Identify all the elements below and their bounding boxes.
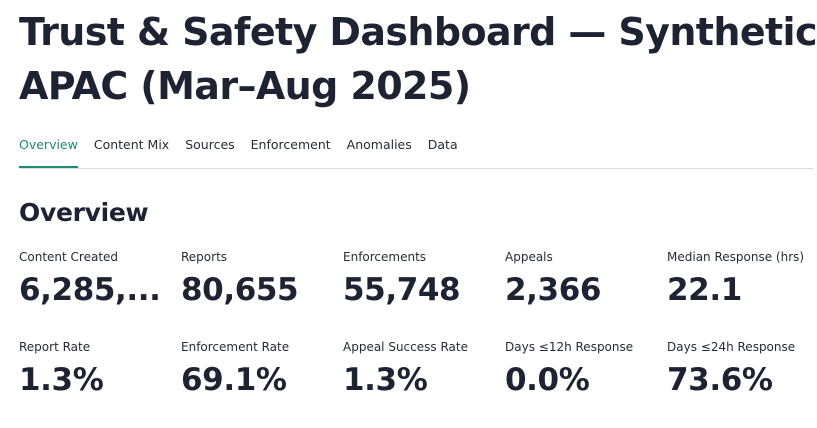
tab-anomalies[interactable]: Anomalies xyxy=(346,137,412,152)
metric-value: 55,748 xyxy=(343,272,461,308)
tab-bar: Overview Content Mix Sources Enforcement… xyxy=(19,128,814,169)
metric-report-rate: Report Rate 1.3% xyxy=(19,338,181,404)
page-title-line-2: APAC (Mar–Aug 2025) xyxy=(19,64,471,108)
metric-appeals: Appeals 2,366 xyxy=(505,248,667,314)
metric-appeal-success-rate: Appeal Success Rate 1.3% xyxy=(343,338,505,404)
metric-label: Enforcements xyxy=(343,250,427,264)
metric-value: 6,285,... xyxy=(19,272,161,308)
metric-days-24h-response: Days ≤24h Response 73.6% xyxy=(667,338,817,404)
section-title-overview: Overview xyxy=(19,198,149,227)
metric-value: 80,655 xyxy=(181,272,299,308)
page-title: Trust & Safety Dashboard — Synthetic APA… xyxy=(19,0,817,113)
metric-value: 1.3% xyxy=(19,362,104,398)
metric-label: Enforcement Rate xyxy=(181,340,290,354)
metric-label: Days ≤12h Response xyxy=(505,340,634,354)
tab-content-mix[interactable]: Content Mix xyxy=(93,137,170,152)
metric-value: 1.3% xyxy=(343,362,428,398)
metric-label: Content Created xyxy=(19,250,119,264)
metric-label: Appeal Success Rate xyxy=(343,340,468,354)
metric-label: Report Rate xyxy=(19,340,91,354)
page-title-line-1: Trust & Safety Dashboard — Synthetic xyxy=(19,10,817,54)
metric-reports: Reports 80,655 xyxy=(181,248,343,314)
metrics-row-rates: Report Rate 1.3% Enforcement Rate 69.1% … xyxy=(19,338,817,404)
metric-label: Median Response (hrs) xyxy=(667,250,805,264)
metric-label: Days ≤24h Response xyxy=(667,340,796,354)
metric-label: Appeals xyxy=(505,250,553,264)
metric-enforcement-rate: Enforcement Rate 69.1% xyxy=(181,338,343,404)
tab-sources[interactable]: Sources xyxy=(185,137,235,152)
metric-days-12h-response: Days ≤12h Response 0.0% xyxy=(505,338,667,404)
metric-content-created: Content Created 6,285,... xyxy=(19,248,181,314)
metric-value: 69.1% xyxy=(181,362,287,398)
metric-value: 22.1 xyxy=(667,272,742,308)
tab-overview[interactable]: Overview xyxy=(19,128,78,168)
dashboard-page: Trust & Safety Dashboard — Synthetic APA… xyxy=(19,0,817,398)
tab-enforcement[interactable]: Enforcement xyxy=(250,137,331,152)
metrics-row-totals: Content Created 6,285,... Reports 80,655… xyxy=(19,248,817,314)
metric-value: 2,366 xyxy=(505,272,602,308)
metric-median-response: Median Response (hrs) 22.1 xyxy=(667,248,817,314)
metric-value: 0.0% xyxy=(505,362,590,398)
tab-data[interactable]: Data xyxy=(427,137,458,152)
metric-value: 73.6% xyxy=(667,362,773,398)
metric-label: Reports xyxy=(181,250,228,264)
metric-enforcements: Enforcements 55,748 xyxy=(343,248,505,314)
